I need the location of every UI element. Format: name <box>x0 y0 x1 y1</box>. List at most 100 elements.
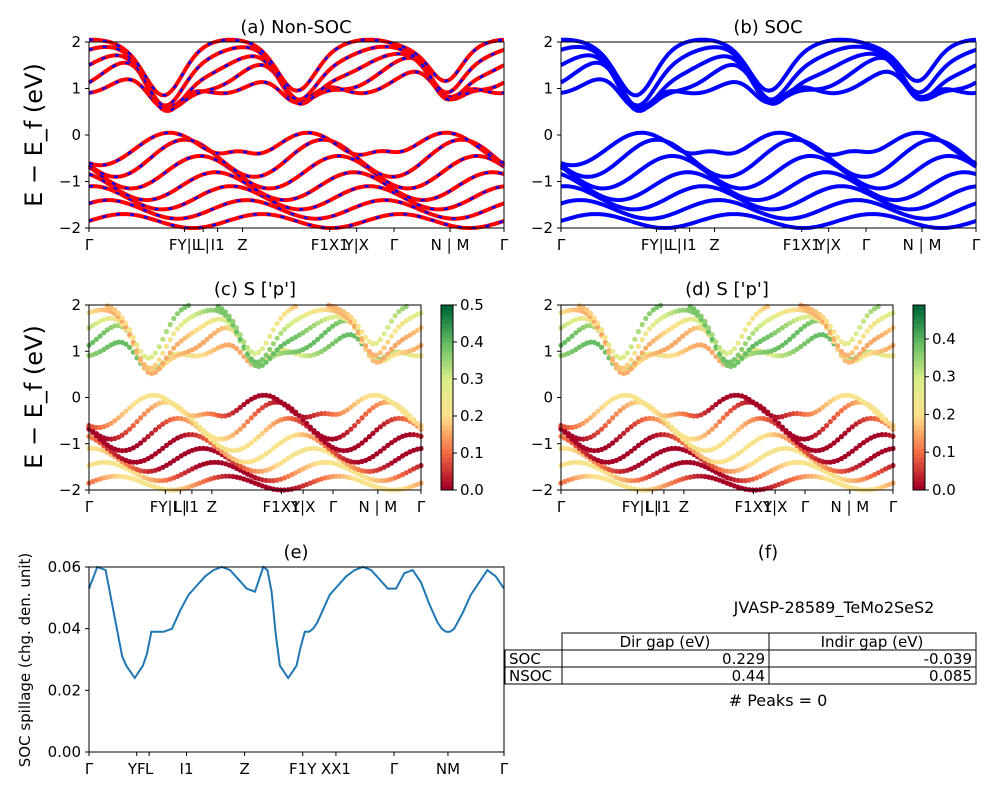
projection-point <box>344 407 350 413</box>
projection-point <box>355 419 361 425</box>
projection-point <box>226 313 232 319</box>
colorbar-segment <box>441 332 453 338</box>
projection-point <box>787 336 793 342</box>
projection-point <box>731 405 738 411</box>
kpoint-label: N | M <box>830 498 869 516</box>
ytick-label-a: −1 <box>59 173 81 191</box>
projection-point <box>739 448 745 454</box>
band-line <box>560 170 977 203</box>
colorbar-segment <box>441 346 453 352</box>
projection-point <box>318 307 324 313</box>
projection-point <box>886 327 892 333</box>
projection-point <box>267 355 273 361</box>
projection-point <box>790 333 797 339</box>
projection-point <box>643 458 649 464</box>
projection-point <box>152 477 158 484</box>
projection-point <box>370 430 376 436</box>
projection-point <box>104 442 110 448</box>
projection-point <box>171 345 177 351</box>
colorbar-segment <box>441 411 453 417</box>
projection-point <box>658 332 664 339</box>
projection-point <box>779 445 785 452</box>
colorbar-segment <box>441 314 453 320</box>
kpoint-label: I1 <box>657 498 671 516</box>
projection-point <box>304 420 310 426</box>
projection-point <box>396 455 402 461</box>
projection-point <box>403 412 409 418</box>
projection-point <box>635 329 642 335</box>
axes-frames: −2 −1 0 1 2 −2 −1 0 1 2 −2 −1 0 1 2 −2 −1 0 1 2 0.00 0.02 0.04… <box>48 33 981 778</box>
kpoint-label: Γ <box>85 236 94 254</box>
kpoint-label: Γ <box>500 760 509 778</box>
colorbar-tick-label: 0.0 <box>460 481 484 499</box>
colorbar-segment <box>913 471 925 477</box>
projection-point <box>197 342 203 348</box>
colorbar-segment <box>441 342 453 348</box>
projection-point <box>152 362 158 368</box>
projection-point <box>624 451 631 457</box>
spillage-line <box>88 565 505 680</box>
projection-point <box>115 415 122 421</box>
colorbar-segment <box>441 374 453 380</box>
projection-point <box>138 440 144 446</box>
projection-point <box>643 402 649 408</box>
projection-point <box>694 342 701 348</box>
projection-point <box>702 343 708 349</box>
projection-point <box>90 339 96 346</box>
projection-point <box>706 346 712 352</box>
projection-point <box>156 357 162 363</box>
projection-point <box>750 330 756 336</box>
band-line <box>87 153 506 191</box>
projection-point <box>352 423 358 429</box>
colorbar-segment <box>441 355 453 361</box>
projection-point <box>149 430 155 436</box>
projection-point <box>632 361 638 367</box>
kpoint-label: Z <box>709 236 719 254</box>
colorbar-segment <box>913 355 925 361</box>
projection-point <box>643 331 649 337</box>
projection-point <box>827 323 833 329</box>
projection-point <box>665 345 671 351</box>
projection-point <box>127 405 133 411</box>
projection-point <box>285 405 291 411</box>
projection-point <box>363 437 369 443</box>
kpoint-label: F1X1 <box>783 236 821 254</box>
projection-point <box>602 423 608 429</box>
projection-point <box>182 318 188 325</box>
projection-point <box>661 330 667 336</box>
projection-point <box>724 437 730 443</box>
projection-point <box>595 341 601 347</box>
panel-a-bands <box>87 37 506 231</box>
ytick-label-b: 2 <box>543 33 553 51</box>
colorbar-segment <box>441 360 453 366</box>
projection-point <box>123 324 129 330</box>
projection-point <box>868 405 874 411</box>
projection-point <box>599 344 605 350</box>
kpoint-label: I1 <box>211 236 225 254</box>
projection-point <box>281 341 288 347</box>
projection-point <box>610 415 616 421</box>
projection-point <box>735 427 741 433</box>
colorbar-tick-label: 0.1 <box>460 444 484 462</box>
projection-point <box>835 437 841 443</box>
projection-point <box>160 350 166 356</box>
colorbar-segment <box>913 318 925 324</box>
projection-point <box>281 311 288 317</box>
projection-point <box>230 343 236 349</box>
projection-point <box>587 310 594 316</box>
projection-point <box>388 333 395 339</box>
projection-point <box>355 323 361 329</box>
projection-point <box>883 330 889 336</box>
projection-point <box>370 392 376 398</box>
projection-point <box>104 436 110 442</box>
projection-point <box>189 330 195 336</box>
projection-point <box>363 343 369 349</box>
colorbar-segment <box>913 309 925 315</box>
colorbar-segment <box>441 383 453 389</box>
projection-point <box>149 354 155 360</box>
projection-point <box>270 327 276 333</box>
projection-point <box>400 320 406 327</box>
band-line-overlay <box>88 138 505 179</box>
projection-point <box>134 443 140 449</box>
colorbar-segment <box>913 416 925 422</box>
